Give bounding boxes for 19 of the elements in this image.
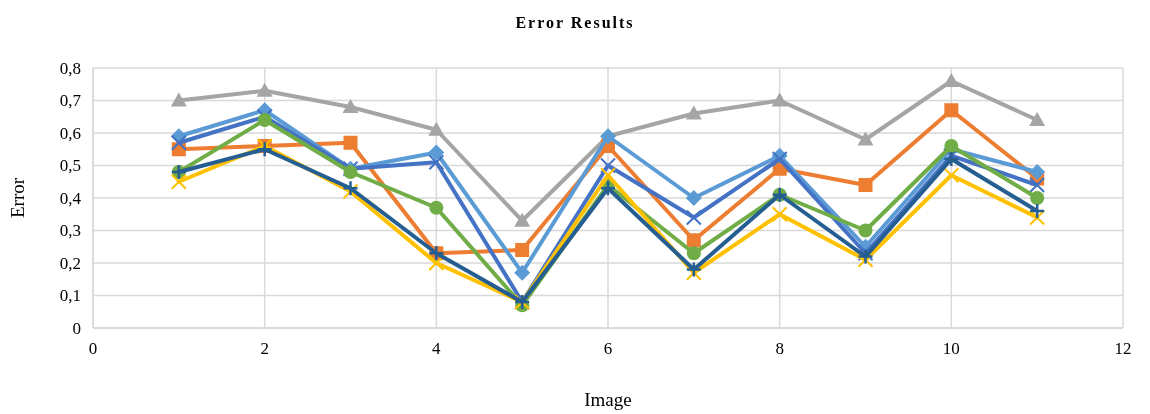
y-tick-label: 0,7 [59,91,82,111]
x-tick-label: 6 [603,339,613,358]
y-tick-label: 0,5 [59,156,81,176]
y-tick-label: 0,6 [59,123,81,143]
y-tick-label: 0,8 [59,58,81,78]
x-tick-label: 12 [1114,339,1132,358]
x-axis-title: Image [584,389,632,410]
y-axis-title: Error [7,177,28,219]
chart-title: Error Results [515,14,635,31]
y-tick-label: 0,3 [59,221,81,241]
y-tick-label: 0,4 [59,188,82,208]
x-tick-label: 4 [432,339,442,358]
x-tick-label: 2 [260,339,269,358]
x-tick-label: 8 [775,339,784,358]
y-tick-label: 0,1 [59,286,81,306]
x-tick-label: 10 [942,339,960,358]
y-tick-label: 0,2 [59,253,81,273]
x-tick-label: 0 [88,339,98,358]
y-tick-label: 0 [72,318,81,338]
